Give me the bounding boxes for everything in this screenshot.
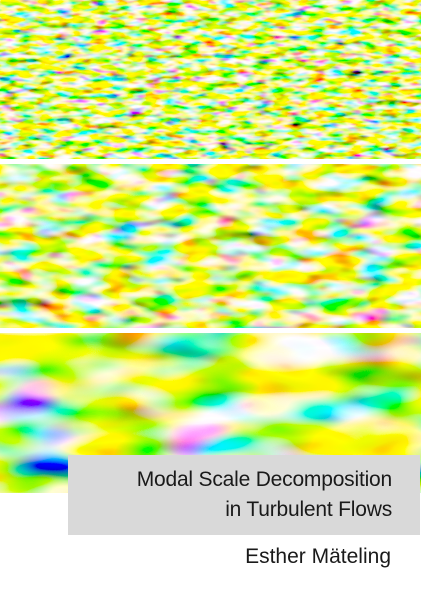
title-box: Modal Scale Decomposition in Turbulent F… xyxy=(68,455,420,535)
medium-scale-field-svg xyxy=(0,164,421,328)
title-line-2: in Turbulent Flows xyxy=(225,498,392,521)
medium-scale-field-image xyxy=(0,164,421,328)
fine-scale-field-svg xyxy=(0,0,421,159)
title-line-1: Modal Scale Decomposition xyxy=(136,468,392,491)
fine-scale-field-image xyxy=(0,0,421,159)
fine-scale-field-fill xyxy=(0,0,421,159)
medium-scale-field-fill xyxy=(0,164,421,328)
author-name: Esther Mäteling xyxy=(245,545,391,568)
